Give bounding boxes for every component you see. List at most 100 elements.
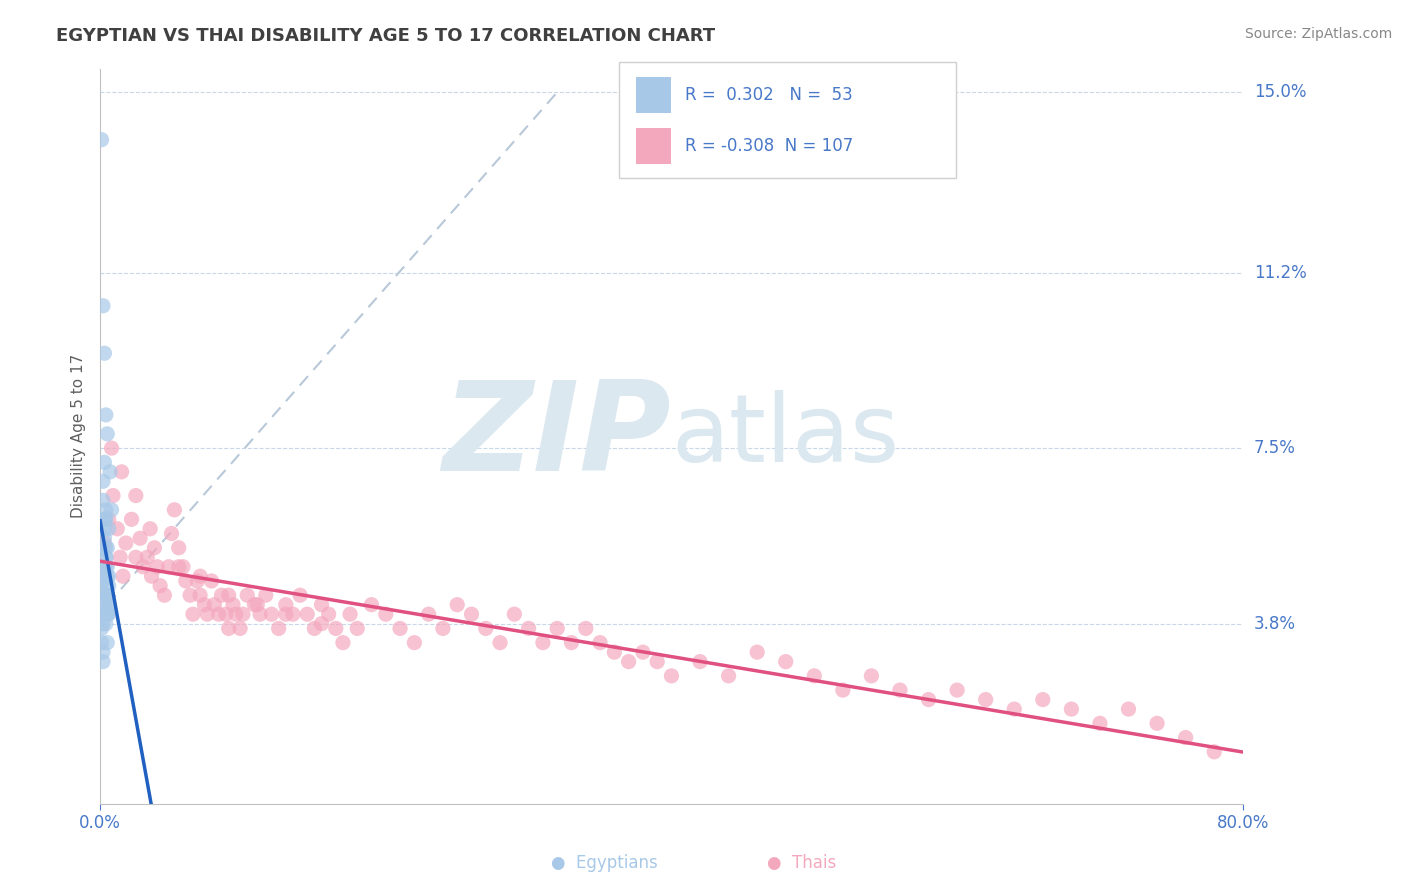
Point bbox=[389, 622, 412, 636]
Point bbox=[645, 655, 668, 669]
Point bbox=[93, 536, 115, 550]
Point bbox=[167, 541, 190, 555]
Point bbox=[96, 569, 118, 583]
Point bbox=[489, 635, 512, 649]
Point bbox=[260, 607, 283, 622]
Point bbox=[229, 622, 252, 636]
Point bbox=[689, 655, 711, 669]
Point bbox=[1088, 716, 1111, 731]
Point bbox=[153, 588, 176, 602]
Point bbox=[121, 512, 143, 526]
Point bbox=[96, 588, 118, 602]
Point bbox=[93, 559, 115, 574]
Point bbox=[93, 531, 115, 545]
Point bbox=[91, 475, 114, 489]
Point bbox=[91, 541, 114, 555]
Point bbox=[167, 559, 190, 574]
Point bbox=[93, 559, 115, 574]
Point bbox=[93, 455, 115, 469]
Point bbox=[94, 588, 117, 602]
Point bbox=[311, 616, 333, 631]
Point bbox=[432, 622, 454, 636]
Point bbox=[129, 531, 152, 545]
Text: R =  0.302   N =  53: R = 0.302 N = 53 bbox=[685, 86, 852, 103]
Point bbox=[96, 559, 118, 574]
Point bbox=[617, 655, 640, 669]
Point bbox=[202, 598, 225, 612]
Point bbox=[747, 645, 769, 659]
Point bbox=[163, 503, 186, 517]
Point bbox=[96, 541, 118, 555]
Point bbox=[97, 607, 120, 622]
Point bbox=[1060, 702, 1083, 716]
Point bbox=[232, 607, 254, 622]
Point bbox=[90, 622, 112, 636]
Point bbox=[1146, 716, 1168, 731]
Point bbox=[589, 635, 612, 649]
Point bbox=[225, 607, 247, 622]
Text: 11.2%: 11.2% bbox=[1254, 263, 1306, 282]
Text: 3.8%: 3.8% bbox=[1254, 615, 1296, 632]
Point bbox=[211, 588, 233, 602]
Point bbox=[717, 669, 740, 683]
Point bbox=[94, 588, 117, 602]
Point bbox=[446, 598, 468, 612]
Point bbox=[96, 588, 118, 602]
Point bbox=[946, 683, 969, 698]
Point bbox=[143, 541, 166, 555]
Text: ZIP: ZIP bbox=[443, 376, 672, 497]
Point bbox=[274, 607, 297, 622]
Point bbox=[188, 588, 211, 602]
Point bbox=[97, 598, 120, 612]
Point bbox=[96, 607, 118, 622]
Point bbox=[91, 574, 114, 588]
Point bbox=[208, 607, 231, 622]
Point bbox=[136, 550, 159, 565]
Point bbox=[218, 588, 240, 602]
Point bbox=[546, 622, 568, 636]
Point bbox=[803, 669, 825, 683]
Point bbox=[149, 579, 172, 593]
Point bbox=[96, 426, 118, 441]
Point bbox=[100, 503, 122, 517]
Point bbox=[160, 526, 183, 541]
Point bbox=[100, 441, 122, 455]
Point bbox=[93, 588, 115, 602]
Point bbox=[297, 607, 319, 622]
Point bbox=[93, 598, 115, 612]
Point bbox=[139, 522, 162, 536]
Point bbox=[339, 607, 361, 622]
Point bbox=[97, 522, 120, 536]
Point bbox=[404, 635, 426, 649]
Point bbox=[94, 503, 117, 517]
Point bbox=[186, 574, 208, 588]
Point bbox=[195, 607, 218, 622]
Point bbox=[889, 683, 911, 698]
Point bbox=[94, 408, 117, 422]
Point bbox=[460, 607, 482, 622]
Point bbox=[274, 598, 297, 612]
Text: ●  Thais: ● Thais bbox=[766, 855, 837, 872]
Point bbox=[93, 512, 115, 526]
Point bbox=[91, 607, 114, 622]
Point bbox=[91, 616, 114, 631]
Point bbox=[374, 607, 396, 622]
Point bbox=[1118, 702, 1140, 716]
Text: atlas: atlas bbox=[672, 391, 900, 483]
Point bbox=[94, 550, 117, 565]
Point bbox=[222, 598, 245, 612]
Point bbox=[193, 598, 215, 612]
Point bbox=[91, 655, 114, 669]
Point bbox=[97, 598, 120, 612]
Point bbox=[157, 559, 180, 574]
Point bbox=[249, 607, 271, 622]
Point bbox=[94, 616, 117, 631]
Point bbox=[775, 655, 797, 669]
Text: 15.0%: 15.0% bbox=[1254, 83, 1306, 102]
Point bbox=[860, 669, 883, 683]
Point bbox=[281, 607, 304, 622]
Text: 7.5%: 7.5% bbox=[1254, 439, 1296, 457]
Point bbox=[94, 512, 117, 526]
Point bbox=[517, 622, 540, 636]
Point bbox=[503, 607, 526, 622]
